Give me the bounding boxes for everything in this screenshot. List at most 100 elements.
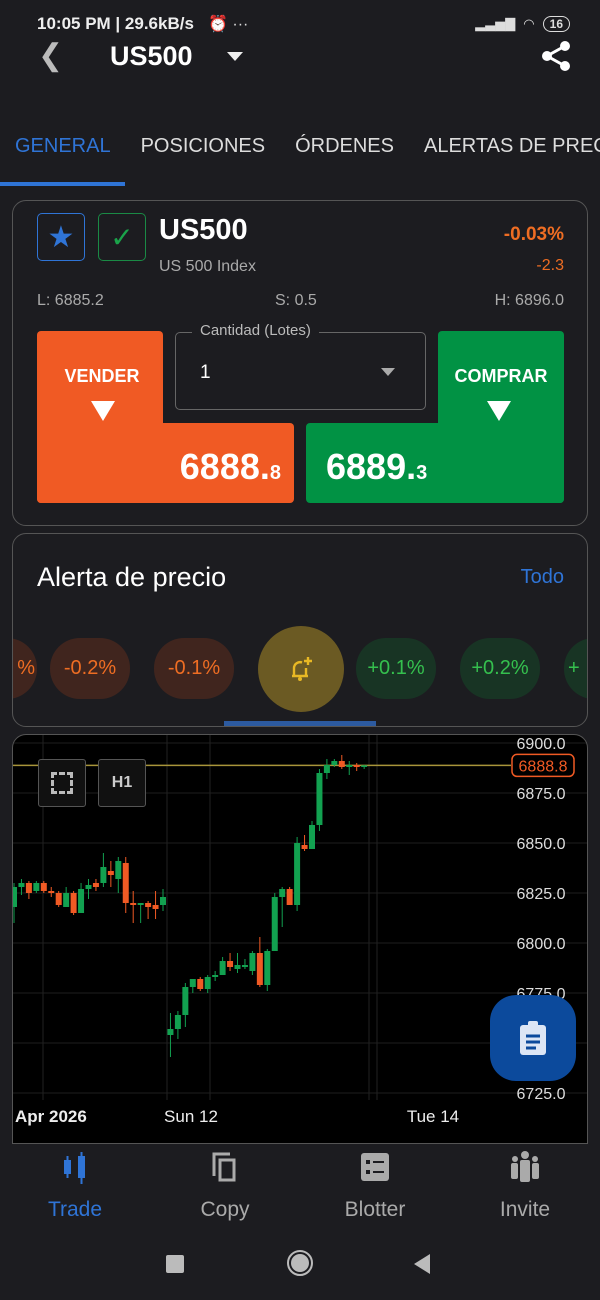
alert-chip[interactable]: +0.2%	[460, 638, 540, 699]
candle-body	[271, 897, 278, 951]
select-button[interactable]: ✓	[98, 213, 146, 261]
tab-positions[interactable]: POSICIONES	[140, 135, 266, 157]
candle-body	[85, 885, 92, 889]
add-alert-button[interactable]	[258, 626, 344, 712]
scroll-indicator	[224, 721, 376, 726]
copy-icon	[212, 1152, 236, 1182]
current-price-badge	[511, 753, 575, 778]
candle-body	[13, 887, 17, 907]
y-tick-label: 6725.0	[517, 1086, 566, 1103]
nav-invite[interactable]: Invite	[450, 1150, 600, 1222]
current-price-label: 6888.8	[519, 758, 568, 775]
candle-body	[174, 1015, 181, 1029]
candle-body	[130, 903, 137, 905]
sell-label: VENDER	[64, 366, 140, 386]
x-tick-label: Tue 14	[407, 1107, 459, 1126]
x-tick-label: Sun 12	[164, 1107, 218, 1126]
candle-body	[316, 773, 323, 825]
candle-body	[294, 843, 301, 905]
nav-blotter[interactable]: Blotter	[300, 1150, 450, 1222]
home-button[interactable]	[287, 1250, 313, 1276]
buy-price: 6889.	[326, 446, 417, 487]
candle-body	[152, 905, 159, 909]
tab-orders[interactable]: ÓRDENES	[295, 135, 394, 157]
nav-trade[interactable]: Trade	[0, 1150, 150, 1222]
favorite-button[interactable]: ★	[37, 213, 85, 261]
candle-body	[18, 883, 25, 887]
fullscreen-icon	[51, 772, 73, 794]
clipboard-icon	[520, 1021, 546, 1055]
sell-price-fraction: 8	[269, 462, 281, 484]
battery-icon: 16	[542, 16, 570, 32]
candlestick-icon	[64, 1152, 85, 1184]
share-icon[interactable]	[540, 40, 572, 72]
candle-body	[33, 883, 40, 891]
instrument-card: ★ ✓ US500 US 500 Index -0.03% -2.3 L: 68…	[12, 200, 588, 526]
instrument-symbol: US500	[159, 214, 248, 246]
quantity-value: 1	[200, 362, 211, 383]
candle-body	[361, 765, 368, 767]
symbol-dropdown-icon[interactable]	[227, 52, 243, 61]
candle-body	[264, 951, 271, 985]
price-alert-card: Alerta de precio Todo % -0.2% -0.1% +0.1…	[12, 533, 588, 727]
candle-body	[182, 987, 189, 1015]
symbol-title[interactable]: US500	[110, 41, 193, 71]
price-alert-title: Alerta de precio	[37, 562, 227, 592]
quantity-label: Cantidad (Lotes)	[192, 322, 319, 339]
change-value: -2.3	[536, 257, 564, 274]
wifi-icon: ◠	[523, 16, 535, 31]
candle-body	[219, 961, 226, 975]
y-tick-label: 6800.0	[517, 936, 566, 953]
candlestick-chart[interactable]: 6900.06875.06850.06825.06800.06775.06725…	[13, 735, 588, 1144]
candle-body	[279, 889, 286, 897]
back-button[interactable]: ❮	[38, 39, 64, 72]
dropdown-icon	[381, 368, 395, 376]
y-tick-label: 6825.0	[517, 886, 566, 903]
candle-body	[234, 965, 241, 969]
recents-button[interactable]	[166, 1255, 184, 1273]
price-chart[interactable]: 6900.06875.06850.06825.06800.06775.06725…	[12, 734, 588, 1144]
quantity-select[interactable]: Cantidad (Lotes) 1	[175, 322, 426, 410]
all-alerts-link[interactable]: Todo	[520, 566, 564, 588]
candle-body	[256, 953, 263, 985]
candle-body	[63, 893, 70, 907]
instrument-name: US 500 Index	[159, 258, 256, 275]
candle-body	[346, 765, 353, 767]
low-price: L: 6885.2	[37, 292, 104, 309]
nav-trade-label: Trade	[47, 1198, 103, 1221]
alert-chip[interactable]: %	[13, 638, 37, 699]
candle-body	[323, 765, 330, 773]
alert-chip[interactable]: +	[564, 638, 587, 699]
nav-copy[interactable]: Copy	[150, 1150, 300, 1222]
candle-body	[309, 825, 315, 849]
candle-body	[55, 893, 62, 905]
candle-body	[48, 891, 55, 893]
timeframe-button[interactable]: H1	[98, 759, 146, 807]
active-tab-indicator	[0, 182, 125, 186]
signal-icon: ▂▃▅▇	[475, 16, 516, 31]
tab-bar: GENERAL POSICIONES ÓRDENES ALERTAS DE PR…	[0, 135, 600, 158]
alert-chip[interactable]: -0.1%	[154, 638, 234, 699]
y-tick-label: 6850.0	[517, 836, 566, 853]
alarm-icon: ⏰ ···	[208, 16, 249, 33]
tab-price-alerts[interactable]: ALERTAS DE PRECIO	[423, 135, 600, 157]
list-icon	[361, 1153, 389, 1181]
candle-body	[241, 965, 248, 967]
tab-general[interactable]: GENERAL	[15, 135, 111, 157]
fullscreen-button[interactable]	[38, 759, 86, 807]
alert-chip[interactable]: -0.2%	[50, 638, 130, 699]
alert-chip[interactable]: +0.1%	[356, 638, 436, 699]
y-tick-label: 6900.0	[517, 736, 566, 753]
candle-body	[286, 889, 293, 905]
high-price: H: 6896.0	[494, 292, 564, 309]
system-back-button[interactable]	[414, 1254, 430, 1274]
orders-fab[interactable]	[490, 995, 576, 1081]
people-icon	[511, 1151, 539, 1182]
x-tick-label: Apr 2026	[15, 1107, 87, 1126]
candle-body	[167, 1029, 174, 1035]
candle-body	[145, 903, 152, 907]
candle-body	[115, 861, 122, 879]
candle-body	[331, 761, 338, 765]
bell-plus-icon	[292, 657, 312, 681]
status-time: 10:05 PM | 29.6kB/s	[37, 14, 194, 33]
